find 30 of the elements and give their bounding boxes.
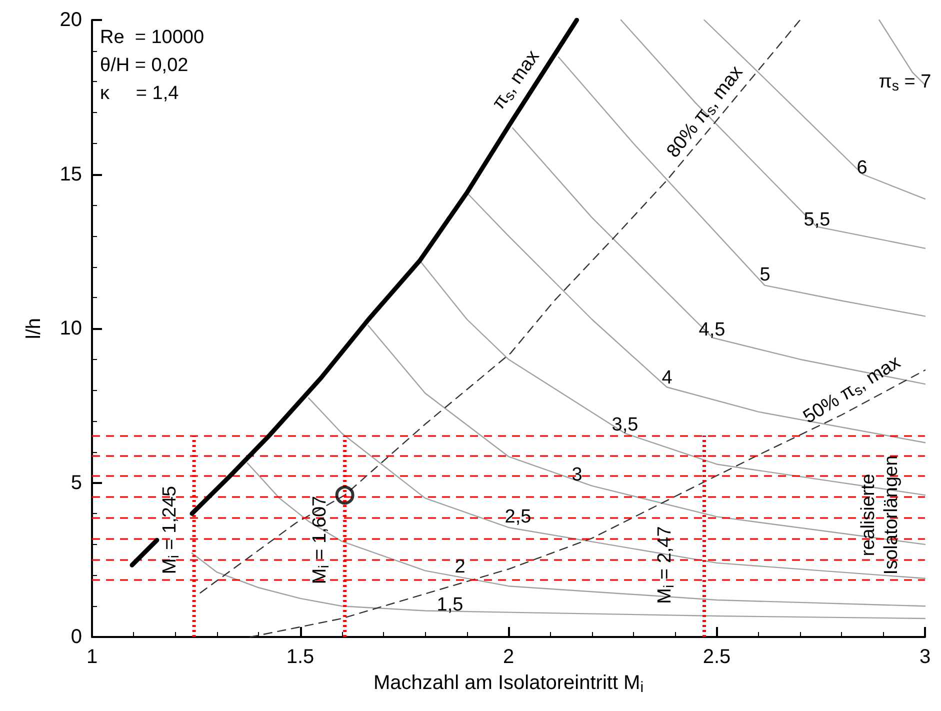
x-tick-label: 1 [86, 646, 98, 668]
line-series [466, 192, 926, 444]
y-tick-label: 10 [60, 318, 82, 340]
annotation: 3,5 [612, 414, 638, 436]
y-tick-label: 20 [60, 9, 82, 31]
y-tick-label: 0 [70, 626, 82, 648]
annotation: 2 [454, 556, 466, 578]
annotation: 5 [760, 264, 770, 286]
annotation: 4 [662, 368, 673, 388]
y-axis-title: l/h [23, 318, 45, 340]
annotation: Re = 10000 [100, 26, 204, 48]
y-tick-label: 15 [60, 163, 82, 186]
annotation: 1,5 [436, 594, 464, 616]
y-tick-label: 5 [70, 472, 82, 494]
annotation: 6 [856, 158, 868, 178]
annotation: 50% πs, max [800, 352, 905, 428]
annotation: 5,5 [804, 210, 830, 230]
annotation: 2,5 [504, 506, 532, 528]
x-tick-label: 1.5 [286, 646, 314, 668]
x-tick-label: 2.5 [702, 646, 731, 668]
annotation: Mi = 2,47 [654, 526, 678, 604]
annotation: θ/H = 0,02 [100, 54, 188, 76]
annotation: Mi = 1,245 [160, 486, 182, 574]
annotation: realisierte Isolatorlängen [858, 455, 902, 575]
annotation: 3 [572, 464, 582, 486]
annotation: Mi = 1,607 [310, 496, 332, 584]
x-tick-label: 3 [919, 646, 931, 668]
annotation: κ = 1,4 [100, 82, 180, 104]
annotation: 4,5 [698, 320, 726, 340]
x-tick-label: 2 [502, 646, 514, 668]
